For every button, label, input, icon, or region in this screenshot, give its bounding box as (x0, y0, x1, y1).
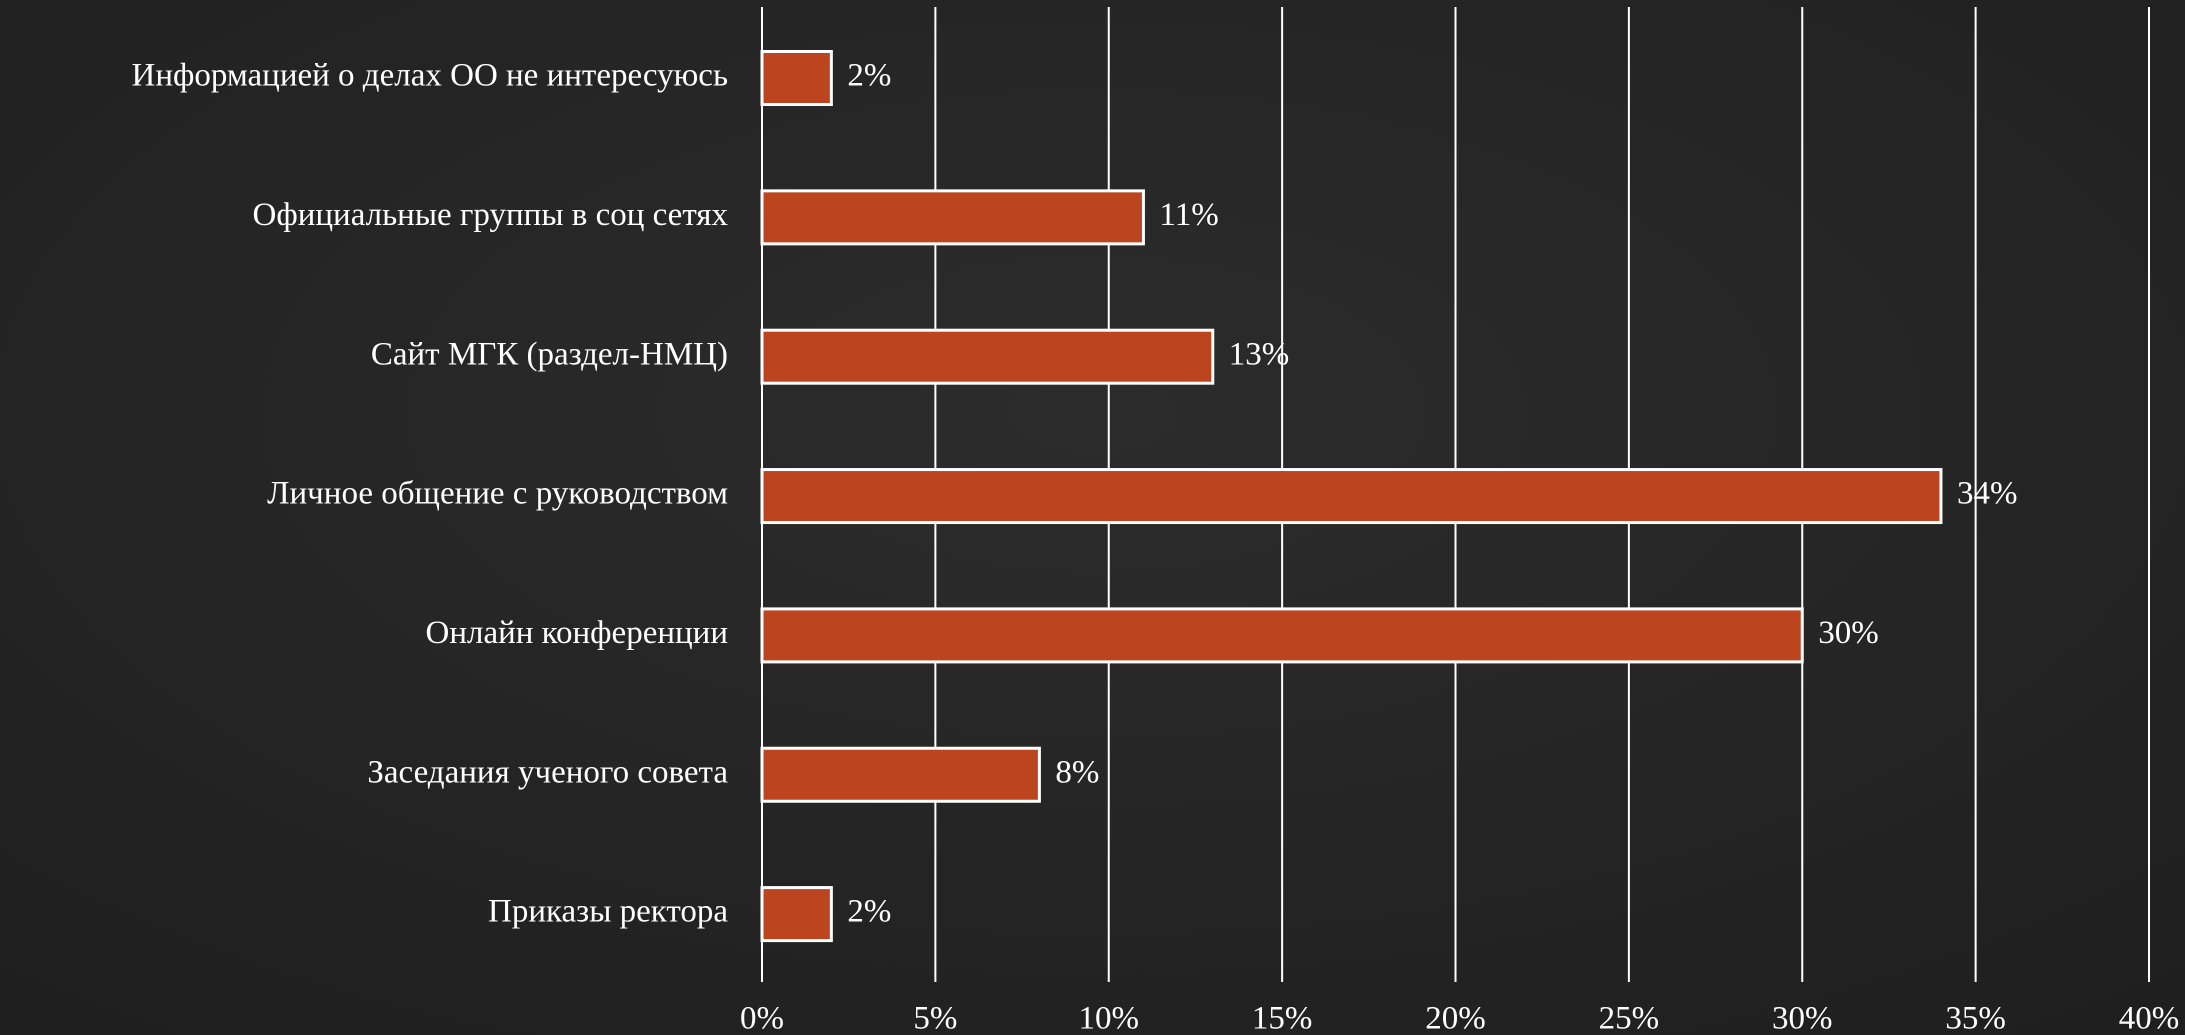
x-tick-label: 15% (1252, 1001, 1313, 1035)
bar (760, 746, 1041, 803)
y-tick-label: Приказы ректора (488, 894, 728, 930)
data-label: 2% (847, 894, 891, 930)
bar (760, 50, 833, 106)
data-label: 8% (1055, 754, 1099, 790)
data-label: 30% (1818, 615, 1879, 651)
y-tick-label: Личное общение с руководством (267, 476, 728, 512)
bar (760, 328, 1215, 385)
x-tick-label: 10% (1079, 1001, 1140, 1035)
data-label: 34% (1957, 476, 2018, 512)
data-label: 2% (847, 58, 891, 94)
x-tick-label: 0% (740, 1001, 784, 1035)
data-label: 11% (1159, 197, 1218, 233)
y-tick-label: Сайт МГК (раздел-НМЦ) (371, 336, 728, 372)
data-label: 13% (1229, 336, 1290, 372)
x-tick-label: 25% (1599, 1001, 1660, 1035)
x-tick-label: 20% (1425, 1001, 1486, 1035)
y-tick-label: Заседания ученого совета (367, 754, 728, 790)
y-tick-label: Онлайн конференции (425, 615, 728, 651)
x-tick-label: 5% (913, 1001, 957, 1035)
x-tick-label: 30% (1772, 1001, 1833, 1035)
x-tick-label: 40% (2119, 1001, 2180, 1035)
bar (760, 189, 1145, 246)
y-tick-label: Информацией о делах ОО не интересуюсь (132, 58, 729, 94)
bar (760, 468, 1943, 525)
x-tick-label: 35% (1945, 1001, 2006, 1035)
y-tick-label: Официальные группы в соц сетях (253, 197, 729, 233)
bar (760, 886, 833, 943)
bar (760, 607, 1804, 664)
